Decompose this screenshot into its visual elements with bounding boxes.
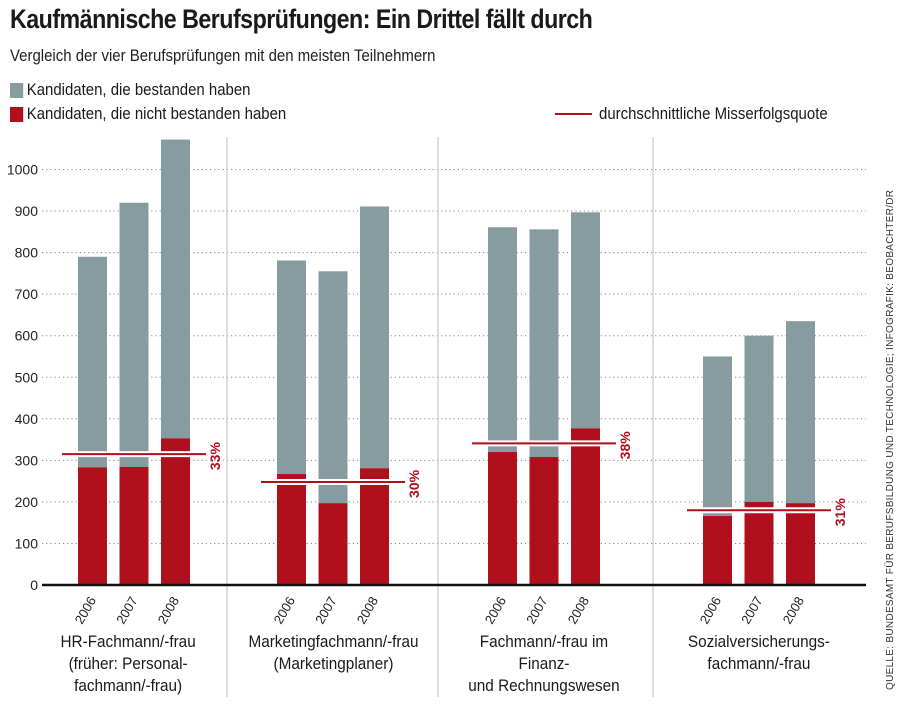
bar-failed bbox=[119, 466, 149, 585]
bar-failed bbox=[161, 438, 190, 585]
legend-item-failed: Kandidaten, die nicht bestanden haben bbox=[10, 104, 286, 124]
bar-passed bbox=[119, 202, 149, 467]
y-tick-label: 700 bbox=[15, 286, 39, 302]
legend-swatch-failed bbox=[10, 106, 24, 122]
average-failure-label: 30% bbox=[406, 469, 422, 498]
bar-passed bbox=[318, 271, 348, 504]
legend-item-passed: Kandidaten, die bestanden haben bbox=[10, 80, 250, 100]
bar-failed bbox=[78, 467, 107, 585]
x-tick-label: 2008 bbox=[565, 594, 592, 627]
bar-failed bbox=[360, 468, 389, 585]
group-label-hr: HR-Fachmann/-frau (früher: Personal- fac… bbox=[60, 632, 196, 695]
legend-swatch-passed bbox=[10, 82, 24, 98]
bar-passed bbox=[571, 212, 600, 429]
y-tick-label: 500 bbox=[15, 369, 39, 385]
x-tick-label: 2007 bbox=[312, 594, 339, 627]
bar-passed bbox=[488, 227, 517, 453]
group-label-marketing: Marketingfachmann/-frau (Marketingplaner… bbox=[247, 632, 419, 673]
bar-failed bbox=[488, 452, 517, 585]
source-note: QUELLE: BUNDESAMT FÜR BERUFSBILDUNG UND … bbox=[885, 189, 896, 690]
bar-failed bbox=[703, 516, 732, 585]
bar-passed bbox=[360, 206, 389, 469]
legend-label-failed: Kandidaten, die nicht bestanden haben bbox=[26, 104, 287, 123]
average-failure-label: 33% bbox=[207, 442, 223, 471]
y-tick-label: 400 bbox=[15, 411, 39, 427]
group-label-sozial: Sozialversicherungs- fachmann/-frau bbox=[687, 632, 831, 673]
bar-passed bbox=[277, 260, 306, 475]
bar-failed bbox=[277, 474, 306, 585]
bar-failed bbox=[318, 503, 348, 585]
bar-failed bbox=[786, 503, 815, 585]
legend-line-average bbox=[555, 113, 592, 115]
x-tick-label: 2008 bbox=[780, 594, 807, 627]
y-tick-label: 900 bbox=[15, 203, 39, 219]
x-tick-label: 2006 bbox=[72, 594, 99, 627]
bar-failed bbox=[744, 501, 774, 585]
y-tick-label: 800 bbox=[15, 245, 39, 261]
bar-passed bbox=[744, 335, 774, 502]
bar-passed bbox=[703, 356, 732, 517]
bar-passed bbox=[786, 321, 815, 504]
average-failure-label: 31% bbox=[832, 498, 848, 527]
x-tick-label: 2008 bbox=[354, 594, 381, 627]
y-tick-label: 1000 bbox=[7, 162, 38, 178]
group-label-finanz: Fachmann/-frau im Finanz- und Rechnungsw… bbox=[468, 632, 620, 695]
chart-title: Kaufmännische Berufsprüfungen: Ein Dritt… bbox=[10, 4, 593, 34]
x-tick-label: 2007 bbox=[113, 594, 140, 627]
y-tick-label: 0 bbox=[30, 577, 38, 593]
x-tick-label: 2007 bbox=[523, 594, 550, 627]
average-failure-label: 38% bbox=[617, 431, 633, 460]
bar-passed bbox=[529, 229, 559, 458]
y-tick-label: 600 bbox=[15, 328, 39, 344]
y-tick-label: 200 bbox=[15, 494, 39, 510]
chart-subtitle: Vergleich der vier Berufsprüfungen mit d… bbox=[10, 46, 436, 65]
bar-passed bbox=[78, 256, 107, 468]
legend-label-passed: Kandidaten, die bestanden haben bbox=[26, 80, 251, 99]
legend-label-average: durchschnittliche Misserfolgsquote bbox=[599, 104, 828, 123]
x-tick-label: 2007 bbox=[738, 594, 765, 627]
x-tick-label: 2006 bbox=[482, 594, 509, 627]
y-tick-label: 100 bbox=[15, 535, 39, 551]
bar-failed bbox=[571, 428, 600, 585]
y-tick-label: 300 bbox=[15, 452, 39, 468]
bar-passed bbox=[161, 139, 190, 439]
legend-item-average: durchschnittliche Misserfolgsquote bbox=[555, 104, 828, 124]
x-tick-label: 2006 bbox=[271, 594, 298, 627]
x-tick-label: 2006 bbox=[697, 594, 724, 627]
bar-failed bbox=[529, 457, 559, 585]
x-tick-label: 2008 bbox=[155, 594, 182, 627]
